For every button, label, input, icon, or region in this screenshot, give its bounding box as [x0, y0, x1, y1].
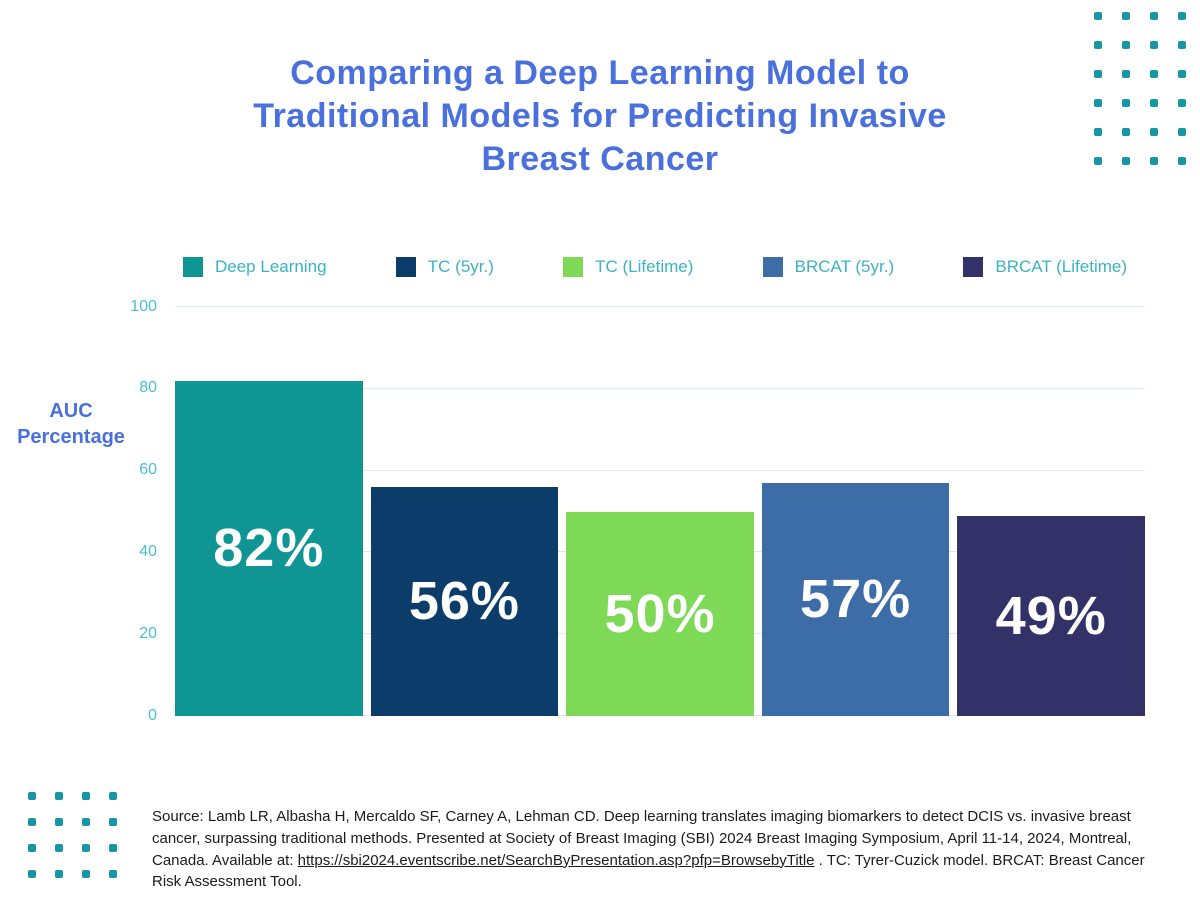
decorative-dot-icon [28, 818, 36, 826]
decorative-dot-icon [82, 844, 90, 852]
legend-swatch-icon [563, 257, 584, 277]
bar-1: 82% [175, 380, 363, 716]
y-axis-label: AUC Percentage [8, 398, 134, 450]
decorative-dots-bottom-left [28, 792, 117, 878]
plot-area: 0 20 40 60 80 100 82% 56% 50% 57% 49% [130, 298, 1145, 724]
decorative-dot-icon [55, 844, 63, 852]
decorative-dot-icon [109, 870, 117, 878]
legend-label: BRCAT (5yr.) [794, 257, 895, 276]
decorative-dot-icon [1094, 157, 1102, 165]
decorative-dot-icon [55, 818, 63, 826]
legend-swatch-icon [183, 257, 203, 277]
legend-item-1: Deep Learning [183, 257, 327, 277]
y-axis-label-line1: AUC [49, 400, 93, 422]
decorative-dot-icon [28, 844, 36, 852]
bar-value-label: 56% [408, 571, 520, 632]
legend-label: BRCAT (Lifetime) [995, 257, 1127, 276]
legend-label: Deep Learning [215, 257, 327, 276]
y-tick-label-40: 40 [139, 542, 157, 560]
decorative-dot-icon [109, 818, 117, 826]
source-footnote: Source: Lamb LR, Albasha H, Mercaldo SF,… [152, 806, 1157, 893]
legend-swatch-icon [395, 257, 416, 277]
source-text-before: Source: Lamb LR, Albasha H, Mercaldo SF,… [152, 808, 1132, 869]
decorative-dot-icon [82, 870, 90, 878]
decorative-dot-icon [109, 792, 117, 800]
decorative-dot-icon [1150, 99, 1158, 107]
decorative-dot-icon [55, 870, 63, 878]
decorative-dots-top-right [1094, 12, 1186, 165]
legend-label: TC (Lifetime) [595, 257, 694, 276]
bar-value-label: 50% [604, 583, 716, 644]
decorative-dot-icon [1094, 41, 1102, 49]
legend-item-5: BRCAT (Lifetime) [963, 257, 1127, 277]
gridline-80: 80 [139, 379, 1145, 396]
decorative-dot-icon [1122, 41, 1130, 49]
decorative-dot-icon [1122, 128, 1130, 136]
decorative-dot-icon [1178, 70, 1186, 78]
source-text-after: . TC: Tyrer-Cuzick model. BRCAT: Breast … [152, 851, 1145, 891]
y-tick-label-80: 80 [139, 379, 157, 397]
legend-item-2: TC (5yr.) [395, 257, 494, 277]
y-tick-label-100: 100 [130, 297, 157, 315]
decorative-dot-icon [1122, 70, 1130, 78]
decorative-dot-icon [1150, 157, 1158, 165]
decorative-dot-icon [1122, 12, 1130, 20]
y-tick-label-60: 60 [139, 461, 157, 479]
gridline-60: 60 [139, 461, 1145, 478]
legend-label: TC (5yr.) [427, 257, 494, 276]
decorative-dot-icon [28, 792, 36, 800]
y-axis-label-line2: Percentage [17, 426, 125, 448]
decorative-dot-icon [1150, 128, 1158, 136]
decorative-dot-icon [1178, 41, 1186, 49]
decorative-dot-icon [1150, 41, 1158, 49]
bar-value-label: 57% [800, 569, 912, 630]
decorative-dot-icon [1094, 70, 1102, 78]
decorative-dot-icon [1178, 99, 1186, 107]
source-link[interactable]: https://sbi2024.eventscribe.net/SearchBy… [297, 851, 815, 869]
decorative-dot-icon [1178, 157, 1186, 165]
decorative-dot-icon [82, 818, 90, 826]
decorative-dot-icon [109, 844, 117, 852]
decorative-dot-icon [1094, 128, 1102, 136]
decorative-dot-icon [1122, 157, 1130, 165]
bar-value-label: 82% [213, 518, 325, 579]
bar-2: 56% [370, 486, 559, 716]
decorative-dot-icon [1094, 12, 1102, 20]
decorative-dot-icon [82, 792, 90, 800]
decorative-dot-icon [1150, 12, 1158, 20]
legend: Deep Learning TC (5yr.) TC (Lifetime) BRCAT… [183, 257, 1127, 277]
decorative-dot-icon [1122, 99, 1130, 107]
decorative-dot-icon [28, 870, 36, 878]
gridline-100: 100 [130, 298, 1145, 315]
bar-5: 49% [957, 515, 1145, 716]
bars: 82% 56% 50% 57% 49% [175, 307, 1145, 716]
legend-swatch-icon [963, 257, 984, 277]
bar-3: 50% [566, 511, 754, 716]
bar-value-label: 49% [995, 585, 1107, 646]
legend-swatch-icon [762, 257, 783, 277]
decorative-dot-icon [1178, 128, 1186, 136]
chart-title: Comparing a Deep Learning Model to Tradi… [253, 54, 947, 179]
decorative-dot-icon [1178, 12, 1186, 20]
decorative-dot-icon [1094, 99, 1102, 107]
legend-item-4: BRCAT (5yr.) [762, 257, 895, 277]
bar-4: 57% [761, 482, 950, 716]
decorative-dot-icon [1150, 70, 1158, 78]
y-tick-label-20: 20 [139, 624, 157, 642]
y-tick-label-0: 0 [148, 706, 157, 724]
legend-item-3: TC (Lifetime) [563, 257, 693, 277]
decorative-dot-icon [55, 792, 63, 800]
